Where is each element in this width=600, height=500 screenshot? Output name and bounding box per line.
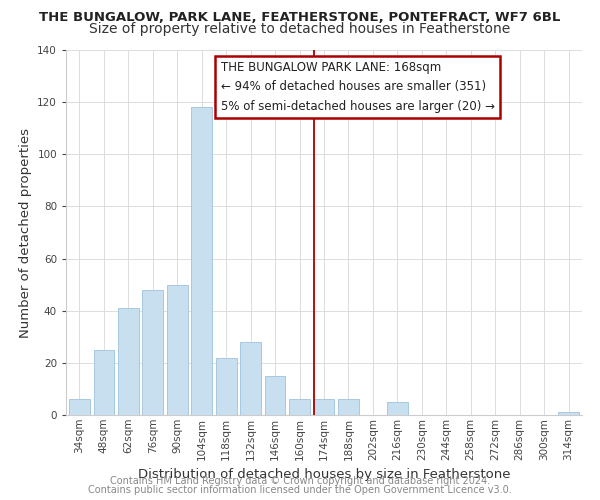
Bar bbox=[265, 376, 286, 415]
Bar bbox=[338, 400, 359, 415]
X-axis label: Distribution of detached houses by size in Featherstone: Distribution of detached houses by size … bbox=[138, 468, 510, 481]
Bar bbox=[216, 358, 236, 415]
Bar bbox=[240, 342, 261, 415]
Bar bbox=[289, 400, 310, 415]
Text: Size of property relative to detached houses in Featherstone: Size of property relative to detached ho… bbox=[89, 22, 511, 36]
Bar bbox=[69, 400, 90, 415]
Bar bbox=[118, 308, 139, 415]
Text: Contains HM Land Registry data © Crown copyright and database right 2024.: Contains HM Land Registry data © Crown c… bbox=[110, 476, 490, 486]
Text: THE BUNGALOW, PARK LANE, FEATHERSTONE, PONTEFRACT, WF7 6BL: THE BUNGALOW, PARK LANE, FEATHERSTONE, P… bbox=[40, 11, 560, 24]
Bar bbox=[167, 284, 188, 415]
Bar bbox=[387, 402, 408, 415]
Bar bbox=[558, 412, 579, 415]
Text: Contains public sector information licensed under the Open Government Licence v3: Contains public sector information licen… bbox=[88, 485, 512, 495]
Bar bbox=[191, 108, 212, 415]
Text: THE BUNGALOW PARK LANE: 168sqm
← 94% of detached houses are smaller (351)
5% of : THE BUNGALOW PARK LANE: 168sqm ← 94% of … bbox=[221, 61, 495, 113]
Y-axis label: Number of detached properties: Number of detached properties bbox=[19, 128, 32, 338]
Bar bbox=[314, 400, 334, 415]
Bar bbox=[94, 350, 114, 415]
Bar bbox=[142, 290, 163, 415]
